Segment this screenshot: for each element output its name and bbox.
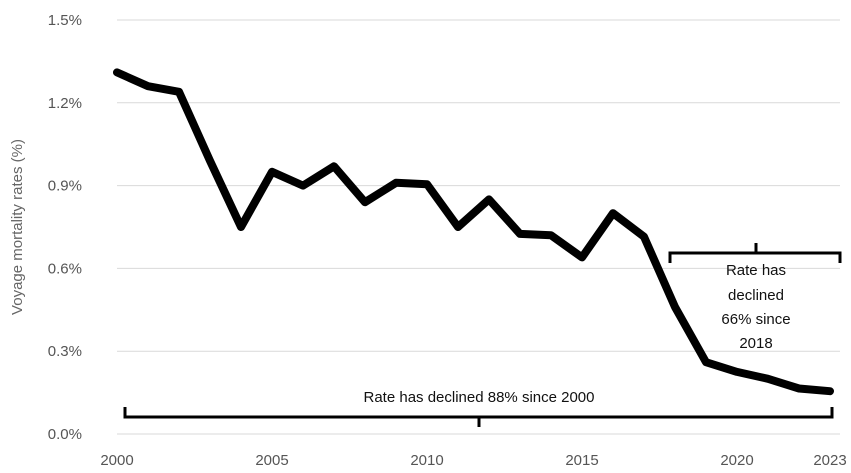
y-tick-label: 0.0%: [48, 426, 82, 443]
x-tick-label: 2023: [813, 452, 846, 468]
y-tick-label: 0.6%: [48, 260, 82, 277]
x-tick-label: 2020: [720, 452, 753, 468]
y-axis-label: Voyage mortality rates (%): [9, 139, 26, 315]
annotation-bracket: [125, 407, 832, 417]
annotations: Rate has declined 88% since 2000 Rate has…: [125, 243, 840, 427]
x-tick-label: 2015: [565, 452, 598, 468]
series-line: [117, 72, 830, 391]
y-tick-label: 1.2%: [48, 95, 82, 112]
x-tick-label: 2005: [255, 452, 288, 468]
x-tick-label: 2010: [410, 452, 443, 468]
annotation-text-line: 2018: [739, 335, 772, 352]
y-tick-label: 0.9%: [48, 178, 82, 195]
annotation-text-line: 66% since: [721, 311, 790, 328]
x-tick-label: 2000: [100, 452, 133, 468]
annotation-text: Rate has declined 88% since 2000: [364, 389, 595, 406]
annotation-text-line: Rate has: [726, 262, 786, 279]
series-line-group: [117, 72, 830, 391]
y-tick-label: 1.5%: [48, 12, 82, 29]
annotation-text-line: declined: [728, 287, 784, 304]
x-axis-ticks: 2000 2005 2010 2015 2020 2023: [100, 452, 846, 468]
y-axis-ticks: 0.0% 0.3% 0.6% 0.9% 1.2% 1.5%: [48, 12, 82, 443]
y-tick-label: 0.3%: [48, 343, 82, 360]
